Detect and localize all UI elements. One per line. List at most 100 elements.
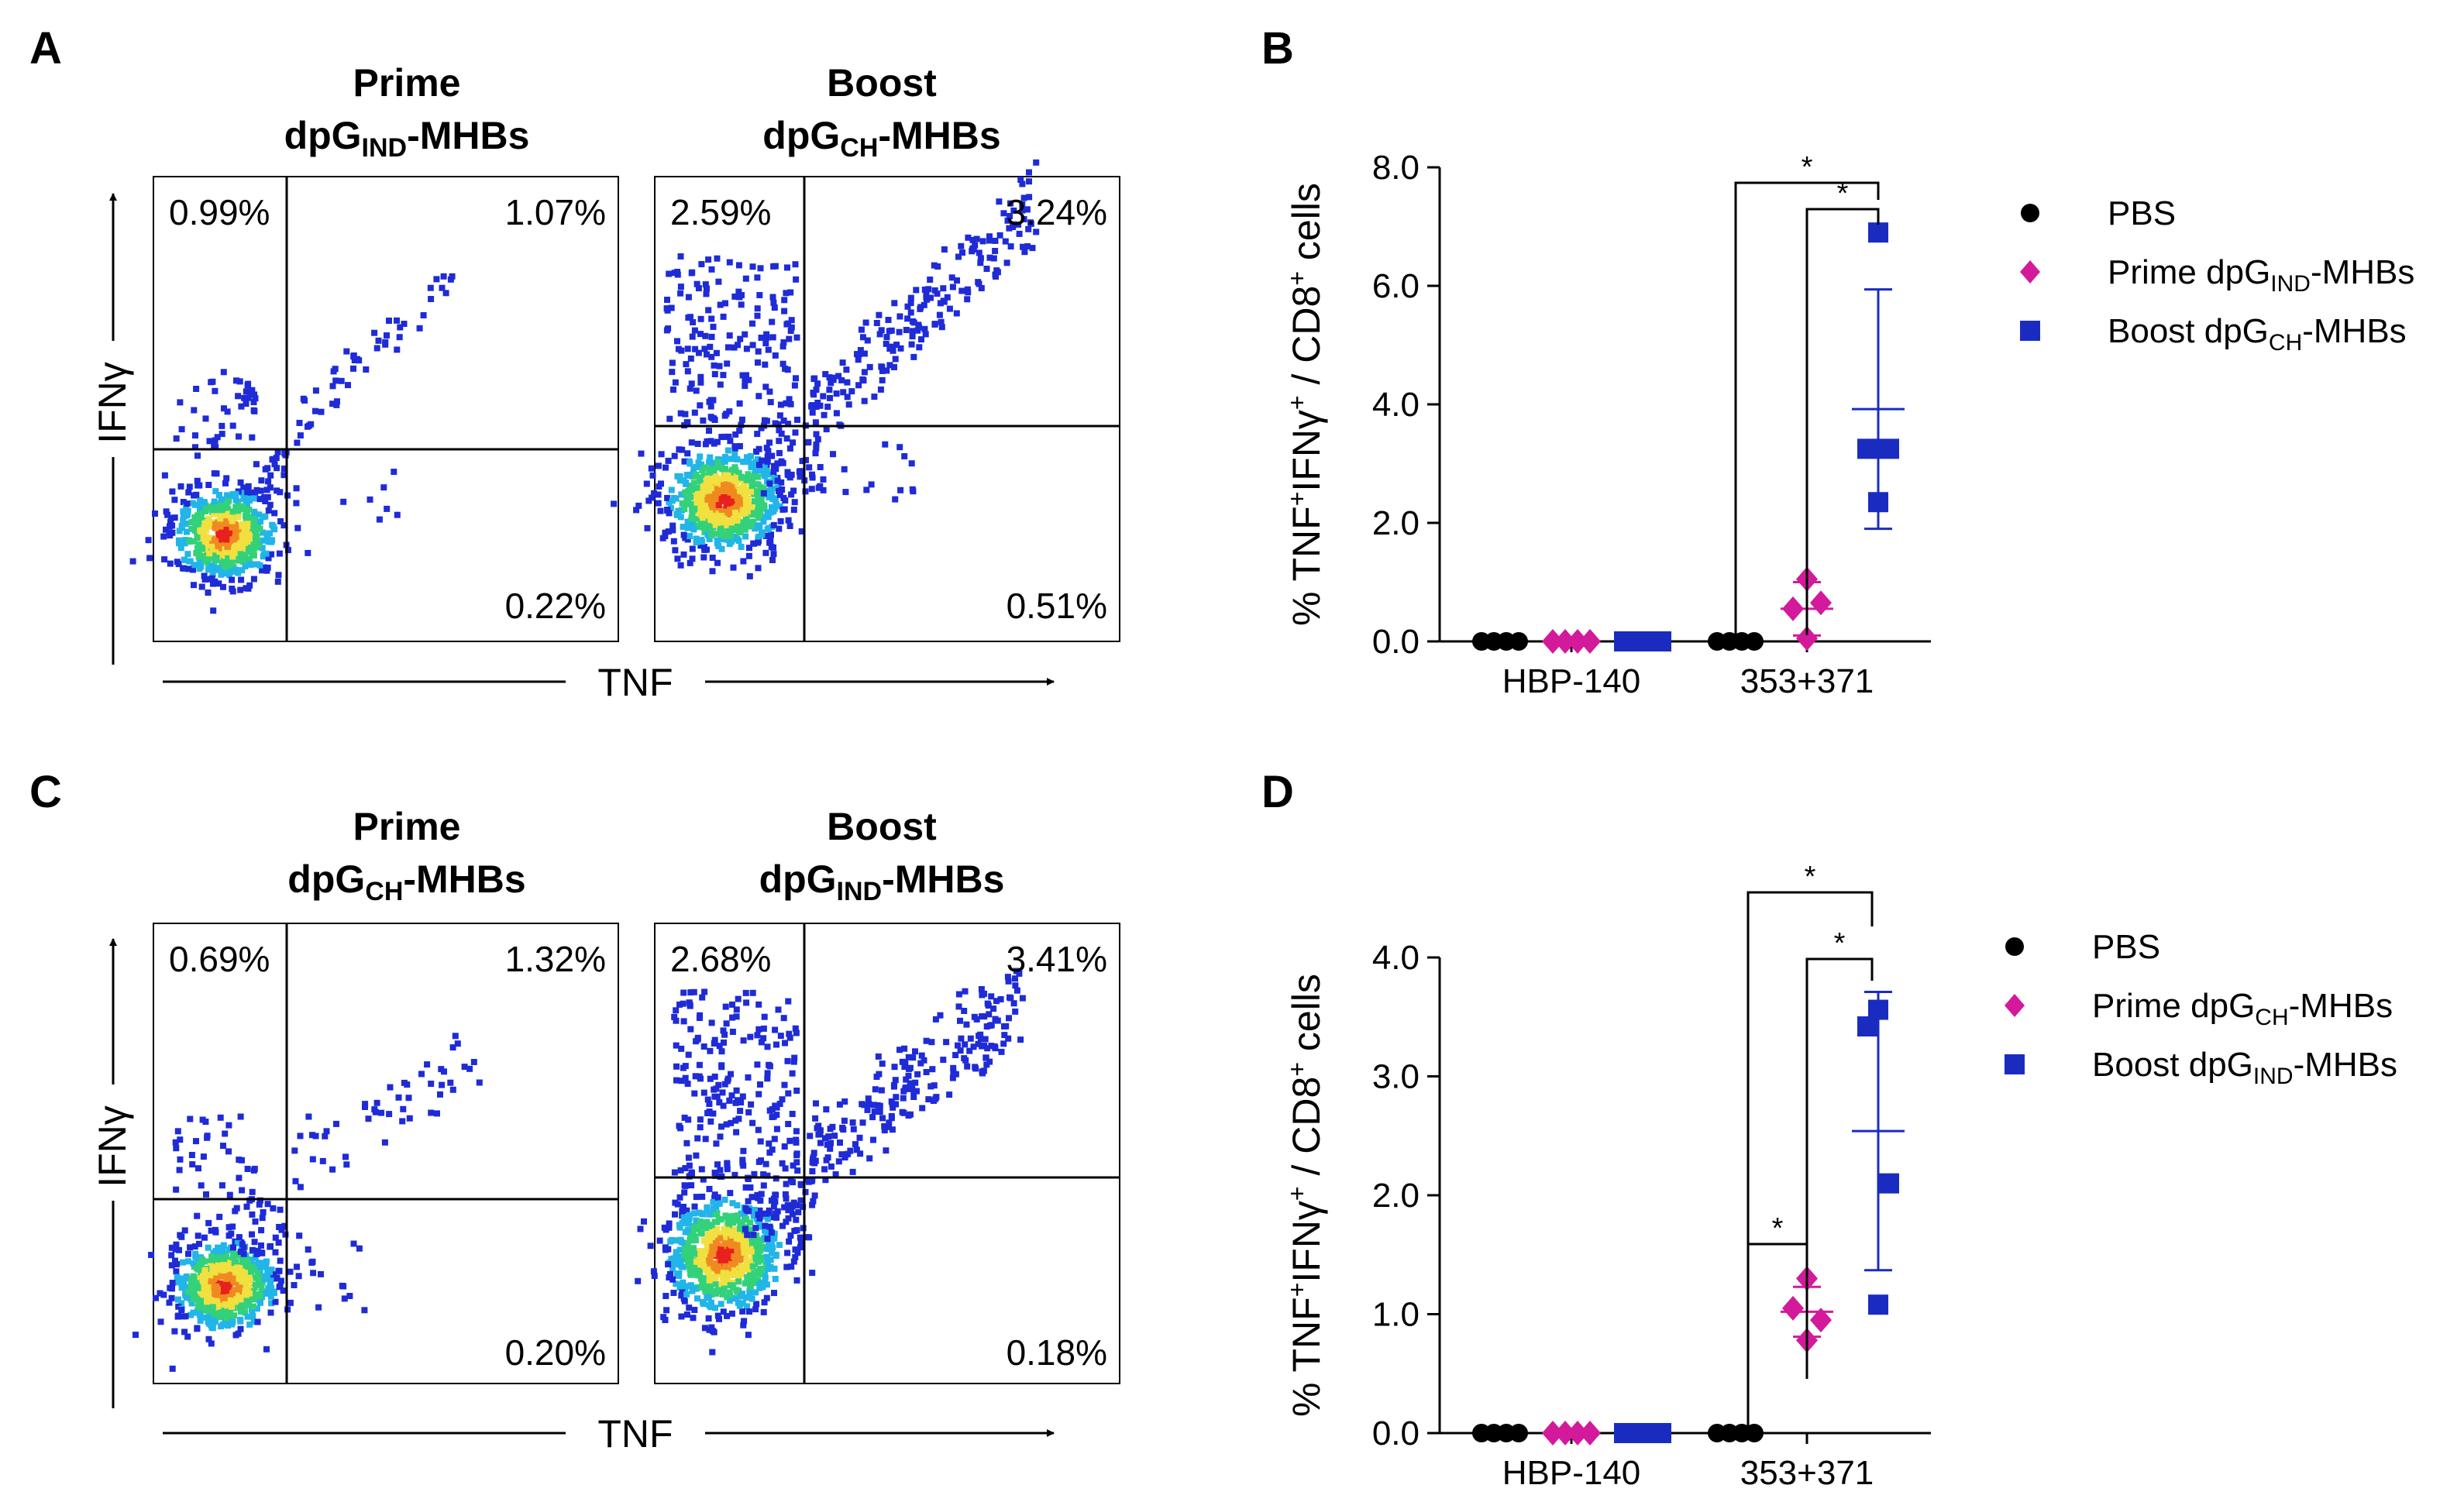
cell-dot — [163, 526, 169, 533]
cell-dot — [903, 1084, 909, 1091]
cell-dot — [731, 293, 738, 300]
cell-dot — [700, 1089, 707, 1096]
cell-dot — [901, 453, 908, 459]
cell-dot — [229, 1295, 236, 1302]
cell-dot — [269, 537, 276, 544]
cell-dot — [245, 523, 252, 530]
cell-dot — [721, 1081, 728, 1088]
cell-dot — [1004, 974, 1011, 981]
cell-dot — [177, 1156, 184, 1163]
cell-dot — [708, 1019, 715, 1026]
cell-dot — [822, 371, 829, 377]
cell-dot — [675, 507, 682, 514]
cell-dot — [746, 545, 752, 552]
cell-dot — [271, 510, 278, 517]
cell-dot — [719, 1274, 726, 1280]
cell-dot — [665, 528, 672, 535]
cell-dot — [684, 536, 691, 543]
cell-dot — [220, 583, 226, 590]
cell-dot — [332, 377, 339, 384]
cell-dot — [684, 345, 691, 352]
cell-dot — [777, 517, 784, 524]
cell-dot — [281, 1222, 288, 1229]
cell-dot — [249, 434, 256, 441]
cell-dot — [687, 1002, 693, 1009]
cell-dot — [198, 531, 205, 538]
cell-dot — [376, 516, 383, 523]
legend-label: Prime dpGIND-MHBs — [2108, 253, 2414, 297]
cell-dot — [752, 1289, 759, 1296]
cell-dot — [246, 497, 253, 504]
cell-dot — [213, 555, 220, 562]
cell-dot — [724, 536, 731, 543]
cell-dot — [784, 1249, 791, 1256]
cell-dot — [907, 300, 914, 307]
cell-dot — [244, 1166, 251, 1172]
quadrant-lr-pct: 0.51% — [1007, 586, 1107, 626]
cell-dot — [695, 1268, 702, 1275]
cell-dot — [779, 1160, 786, 1167]
cell-dot — [229, 1290, 236, 1297]
cell-dot — [743, 345, 750, 352]
cell-dot — [261, 564, 267, 571]
cell-dot — [208, 575, 215, 582]
cell-dot — [167, 532, 174, 539]
cell-dot — [755, 1026, 762, 1033]
cell-dot — [728, 455, 735, 462]
cell-dot — [677, 410, 684, 417]
cell-dot — [236, 1234, 243, 1241]
y-axis-label-part: + — [1283, 1283, 1311, 1298]
cell-dot — [905, 1054, 912, 1060]
cell-dot — [685, 1116, 692, 1123]
cell-dot — [211, 470, 218, 477]
cell-dot — [611, 500, 618, 507]
cell-dot — [249, 1246, 256, 1253]
cell-dot — [244, 538, 251, 545]
cell-dot — [394, 317, 400, 324]
cell-dot — [927, 277, 934, 283]
cell-dot — [830, 451, 836, 458]
cell-dot — [740, 558, 747, 565]
cell-dot — [666, 1220, 673, 1227]
cell-dot — [726, 485, 733, 492]
cell-dot — [232, 1299, 239, 1306]
cell-dot — [721, 1263, 728, 1270]
cell-dot — [755, 456, 761, 463]
cell-dot — [220, 1287, 227, 1294]
cell-dot — [735, 288, 742, 295]
cell-dot — [761, 464, 768, 471]
cell-dot — [691, 1090, 698, 1097]
cell-dot — [400, 1105, 407, 1112]
cell-dot — [675, 1261, 682, 1268]
cell-dot — [925, 1096, 932, 1103]
cell-dot — [709, 1328, 716, 1335]
cell-dot — [167, 514, 174, 521]
cell-dot — [797, 473, 804, 480]
cell-dot — [263, 550, 270, 557]
cell-dot — [690, 1237, 697, 1244]
cell-dot — [901, 1045, 908, 1052]
cell-dot — [676, 1194, 683, 1201]
cell-dot — [689, 333, 696, 340]
cell-dot — [722, 1212, 729, 1219]
cell-dot — [720, 1270, 727, 1277]
cell-dot — [229, 517, 236, 524]
cell-dot — [749, 1119, 756, 1126]
cell-dot — [893, 1101, 899, 1108]
cell-dot — [244, 1313, 251, 1320]
quadrant-ur-pct: 3.24% — [1007, 192, 1107, 232]
panel-letter-b: B — [1261, 23, 1294, 74]
cell-dot — [769, 496, 776, 502]
cell-dot — [710, 1198, 717, 1205]
cell-dot — [700, 524, 707, 531]
cell-dot — [676, 1246, 683, 1253]
cell-dot — [705, 496, 712, 502]
cell-dot — [704, 518, 711, 525]
cell-dot — [185, 489, 192, 496]
cell-dot — [879, 367, 886, 374]
cell-dot — [662, 464, 669, 471]
cell-dot — [718, 1064, 725, 1071]
cell-dot — [774, 460, 781, 467]
legend-label-text: Prime dpG — [2092, 987, 2255, 1025]
cell-dot — [739, 1093, 746, 1100]
